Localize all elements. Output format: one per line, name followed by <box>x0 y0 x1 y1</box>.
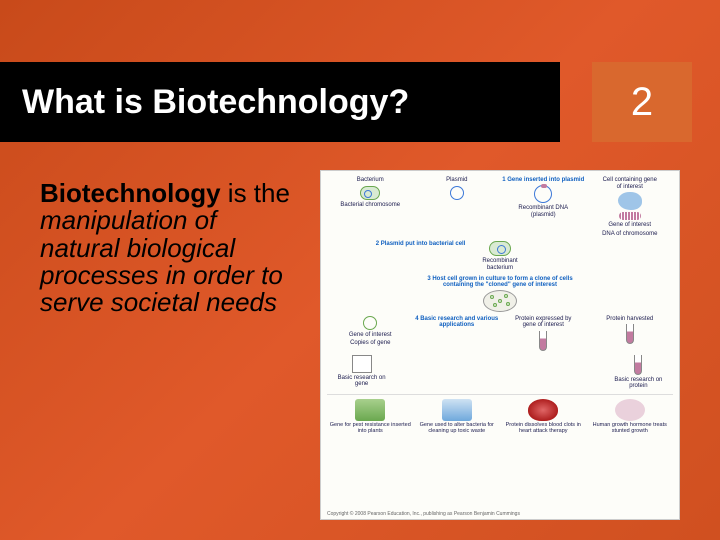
page-number: 2 <box>631 80 653 125</box>
plasmid-icon <box>450 186 464 200</box>
label-cell-source: Cell containing gene of interest <box>600 177 660 190</box>
research-gene-icon <box>352 355 372 373</box>
label-research-gene: Basic research on gene <box>332 375 392 388</box>
recombinant-plasmid-icon <box>534 185 552 203</box>
step-4: 4 Basic research and various application… <box>414 316 501 328</box>
step-3: 3 Host cell grown in culture to form a c… <box>414 276 587 288</box>
body-italic: manipulation of natural biological proce… <box>40 205 283 317</box>
label-recomb-dna: Recombinant DNA (plasmid) <box>513 205 573 218</box>
body-text: Biotechnology is the manipulation of nat… <box>40 180 295 316</box>
plants-icon <box>355 399 385 421</box>
dna-icon <box>619 212 641 220</box>
source-cell-icon <box>618 192 642 210</box>
slide-title: What is Biotechnology? <box>22 83 409 122</box>
diagram-copyright: Copyright © 2008 Pearson Education, Inc.… <box>327 511 520 517</box>
page-number-box: 2 <box>592 62 692 142</box>
applications-row: Gene for pest resistance inserted into p… <box>327 394 673 435</box>
child-icon <box>615 399 645 421</box>
culture-dish-icon <box>483 290 517 312</box>
label-bact-chr: Bacterial chromosome <box>340 202 400 209</box>
tube-icon-3 <box>634 355 642 375</box>
body-bold-lead: Biotechnology <box>40 178 221 208</box>
tube-icon-1 <box>539 331 547 351</box>
label-recomb-bact: Recombinant bacterium <box>470 258 530 271</box>
app-growth: Human growth hormone treats stunted grow… <box>587 399 674 435</box>
recombinant-bacterium-icon <box>489 241 511 256</box>
heart-icon <box>528 399 558 421</box>
label-bacterium: Bacterium <box>357 177 384 184</box>
body-plain-lead: is the <box>221 178 290 208</box>
app-waste: Gene used to alter bacteria for cleaning… <box>414 399 501 435</box>
step-1: 1 Gene inserted into plasmid <box>502 177 584 183</box>
label-dna-chr: DNA of chromosome <box>602 231 657 238</box>
label-research-protein: Basic research on protein <box>608 377 668 390</box>
water-icon <box>442 399 472 421</box>
label-gene-interest: Gene of interest <box>608 222 651 229</box>
app-plants: Gene for pest resistance inserted into p… <box>327 399 414 435</box>
label-protein-harvested: Protein harvested <box>606 316 653 323</box>
title-bar: What is Biotechnology? <box>0 62 560 142</box>
label-protein-expressed: Protein expressed by gene of interest <box>513 316 573 329</box>
label-plasmid: Plasmid <box>446 177 467 184</box>
label-copies-gene: Copies of gene <box>350 340 390 347</box>
app-heart: Protein dissolves blood clots in heart a… <box>500 399 587 435</box>
bacterium-icon <box>360 186 380 200</box>
step-2: 2 Plasmid put into bacterial cell <box>376 241 466 247</box>
gene-copy-icon <box>363 316 377 330</box>
label-gene-interest2: Gene of interest <box>349 332 392 339</box>
biotech-diagram: Bacterium Bacterial chromosome Plasmid 1… <box>320 170 680 520</box>
tube-icon-2 <box>626 324 634 344</box>
